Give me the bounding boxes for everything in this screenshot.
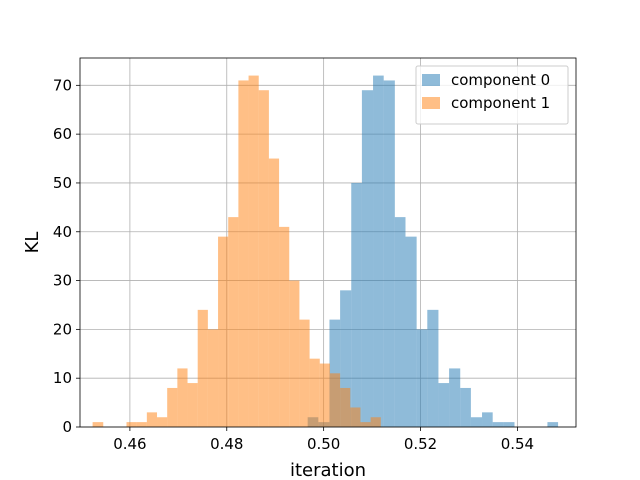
histogram-bar-series-0 — [547, 422, 559, 427]
histogram-bar-series-1 — [279, 226, 290, 427]
histogram-bar-series-0 — [383, 80, 395, 427]
y-tick-label: 60 — [53, 125, 72, 143]
histogram-bar-series-1 — [146, 412, 158, 427]
y-tick-label: 70 — [53, 76, 72, 94]
histogram-bar-series-1 — [319, 363, 330, 427]
histogram-bar-series-0 — [351, 182, 362, 427]
histogram-bar-series-1 — [268, 158, 280, 428]
x-tick-label: 0.54 — [501, 435, 534, 453]
histogram-bar-series-0 — [470, 417, 483, 427]
histogram-bar-series-1 — [126, 422, 137, 427]
histogram-bar-series-1 — [258, 90, 269, 427]
legend: component 0 component 1 — [415, 65, 569, 125]
histogram-bar-series-0 — [482, 412, 493, 427]
histogram-bar-series-0 — [416, 329, 428, 427]
histogram-bar-series-0 — [361, 90, 374, 427]
legend-swatch — [422, 74, 440, 86]
histogram-bar-series-0 — [373, 75, 384, 428]
histogram-bar-series-1 — [177, 368, 188, 427]
histogram-bar-series-0 — [438, 383, 450, 427]
y-tick-label: 0 — [62, 418, 72, 436]
y-axis-label: KL — [22, 232, 43, 254]
histogram-bar-series-1 — [218, 236, 229, 427]
y-tick-label: 30 — [53, 272, 72, 290]
histogram-bar-series-1 — [329, 373, 341, 427]
histogram-bar-series-1 — [289, 280, 300, 427]
histogram-bar-series-1 — [197, 309, 208, 427]
histogram-bar-series-1 — [360, 422, 371, 427]
x-axis-ticks: 0.46 0.48 0.50 0.52 0.54 — [113, 427, 534, 453]
histogram-bar-series-0 — [460, 387, 471, 427]
legend-label: component 0 — [451, 71, 550, 89]
histogram-bar-series-0 — [492, 422, 504, 427]
y-tick-label: 10 — [53, 369, 72, 387]
legend-label: component 1 — [451, 94, 550, 112]
histogram-bar-series-1 — [207, 329, 219, 427]
histogram-bar-series-1 — [309, 358, 320, 427]
plot-area-frame — [79, 57, 577, 428]
histogram-bars — [92, 75, 559, 428]
x-tick-label: 0.52 — [404, 435, 437, 453]
histogram-bar-series-1 — [92, 422, 104, 427]
x-tick-label: 0.48 — [210, 435, 243, 453]
y-tick-label: 20 — [53, 320, 72, 338]
legend-box — [415, 65, 569, 125]
legend-swatch — [422, 97, 440, 109]
y-tick-label: 50 — [53, 174, 72, 192]
histogram-bar-series-0 — [427, 309, 439, 427]
histogram-bar-series-0 — [394, 217, 406, 427]
histogram-bar-series-1 — [136, 422, 147, 427]
histogram-bar-series-1 — [299, 319, 310, 427]
histogram-bar-series-1 — [167, 387, 178, 427]
y-tick-label: 40 — [53, 223, 72, 241]
y-axis-ticks: 0 10 20 30 40 50 60 70 — [53, 76, 80, 436]
histogram-bar-series-0 — [449, 368, 461, 427]
histogram-bar-series-1 — [350, 407, 361, 427]
histogram-bar-series-1 — [157, 417, 168, 427]
histogram-bar-series-0 — [340, 290, 352, 427]
x-tick-label: 0.50 — [307, 435, 340, 453]
histogram-bar-series-1 — [340, 387, 351, 427]
histogram-bar-series-1 — [248, 75, 259, 428]
histogram-bar-series-0 — [503, 422, 515, 427]
histogram-bar-series-0 — [405, 236, 417, 427]
histogram-bar-series-1 — [370, 417, 381, 427]
x-axis-label: iteration — [290, 460, 366, 480]
histogram-bar-series-1 — [187, 383, 198, 427]
histogram-bar-series-1 — [238, 80, 249, 427]
x-tick-label: 0.46 — [113, 435, 146, 453]
histogram-bar-series-1 — [228, 217, 239, 427]
